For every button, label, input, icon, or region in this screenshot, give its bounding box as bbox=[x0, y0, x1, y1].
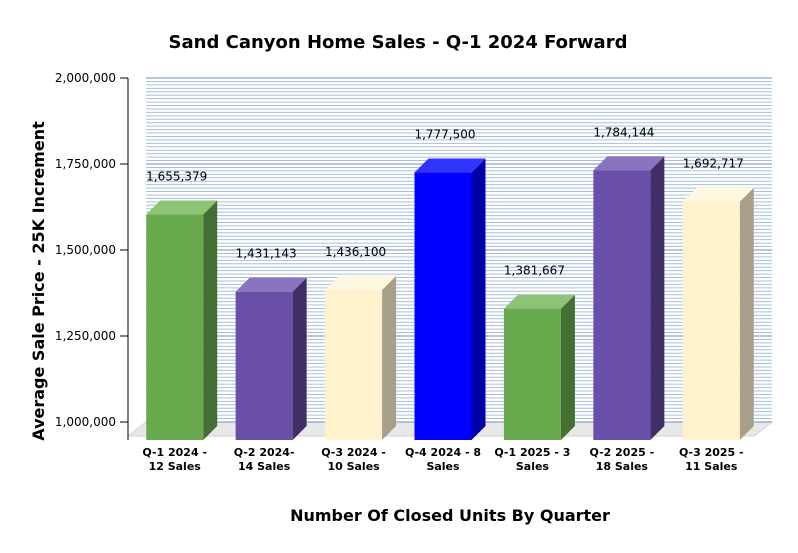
x-tick-label: Q-2 2025 - bbox=[590, 446, 655, 459]
bar-side bbox=[650, 156, 665, 441]
axes bbox=[120, 77, 129, 440]
x-tick-label: Q-4 2024 - 8 bbox=[405, 446, 481, 459]
chart-title: Sand Canyon Home Sales - Q-1 2024 Forwar… bbox=[169, 32, 628, 53]
x-tick-label: 14 Sales bbox=[238, 460, 291, 473]
x-tick-label: 12 Sales bbox=[149, 460, 202, 473]
bar-top bbox=[235, 277, 307, 292]
bar-front bbox=[682, 201, 740, 440]
bar bbox=[146, 200, 218, 440]
bar-front bbox=[593, 170, 651, 441]
x-axis-title: Number Of Closed Units By Quarter bbox=[290, 506, 610, 525]
x-tick-label: Sales bbox=[426, 460, 460, 473]
bar-side bbox=[382, 275, 397, 440]
bar bbox=[682, 187, 754, 440]
bar-side bbox=[203, 200, 218, 440]
bar bbox=[593, 156, 665, 441]
x-tick-label: 18 Sales bbox=[596, 460, 649, 473]
x-tick-label: Q-1 2024 - bbox=[142, 446, 207, 459]
data-label: 1,431,143 bbox=[236, 247, 297, 261]
data-label: 1,655,379 bbox=[146, 170, 207, 184]
bar-top bbox=[682, 187, 754, 202]
x-tick-label: Sales bbox=[516, 460, 550, 473]
bar-front bbox=[414, 172, 472, 441]
bar-side bbox=[560, 294, 575, 440]
y-tick-label: 1,250,000 bbox=[55, 329, 116, 343]
bar-front bbox=[503, 308, 561, 440]
y-axis-title: Average Sale Price - 25K Increment bbox=[29, 121, 48, 441]
y-tick-label: 1,750,000 bbox=[55, 157, 116, 171]
bar-side bbox=[292, 277, 307, 440]
x-tick-label: Q-2 2024- bbox=[234, 446, 295, 459]
x-tick-label: 10 Sales bbox=[327, 460, 380, 473]
bars bbox=[146, 156, 754, 441]
data-label: 1,784,144 bbox=[593, 125, 654, 139]
bar-side bbox=[739, 187, 754, 440]
bar-front bbox=[325, 289, 383, 440]
bar bbox=[325, 275, 397, 440]
x-tick-label: Q-3 2025 - bbox=[679, 446, 744, 459]
data-label: 1,436,100 bbox=[325, 245, 386, 259]
data-label: 1,381,667 bbox=[504, 264, 565, 278]
bar-front bbox=[146, 214, 204, 440]
y-tick-label: 2,000,000 bbox=[55, 71, 116, 85]
bar-top bbox=[325, 275, 397, 290]
bar bbox=[235, 277, 307, 440]
y-tick-label: 1,000,000 bbox=[55, 415, 116, 429]
x-tick-label: 11 Sales bbox=[685, 460, 738, 473]
bar-top bbox=[593, 156, 665, 171]
x-tick-label: Q-1 2025 - 3 bbox=[494, 446, 570, 459]
labels: 1,000,000 1,250,000 1,500,000 1,750,000 2,00… bbox=[55, 71, 744, 473]
y-tick-label: 1,500,000 bbox=[55, 243, 116, 257]
bar bbox=[503, 294, 575, 440]
bar-top bbox=[414, 158, 486, 173]
data-label: 1,692,717 bbox=[683, 157, 744, 171]
data-label: 1,777,500 bbox=[414, 128, 475, 142]
bar-side bbox=[471, 158, 486, 441]
bar-front bbox=[235, 291, 293, 440]
bar-top bbox=[503, 294, 575, 309]
x-tick-label: Q-3 2024 - bbox=[321, 446, 386, 459]
bar bbox=[414, 158, 486, 441]
bar-top bbox=[146, 200, 218, 215]
